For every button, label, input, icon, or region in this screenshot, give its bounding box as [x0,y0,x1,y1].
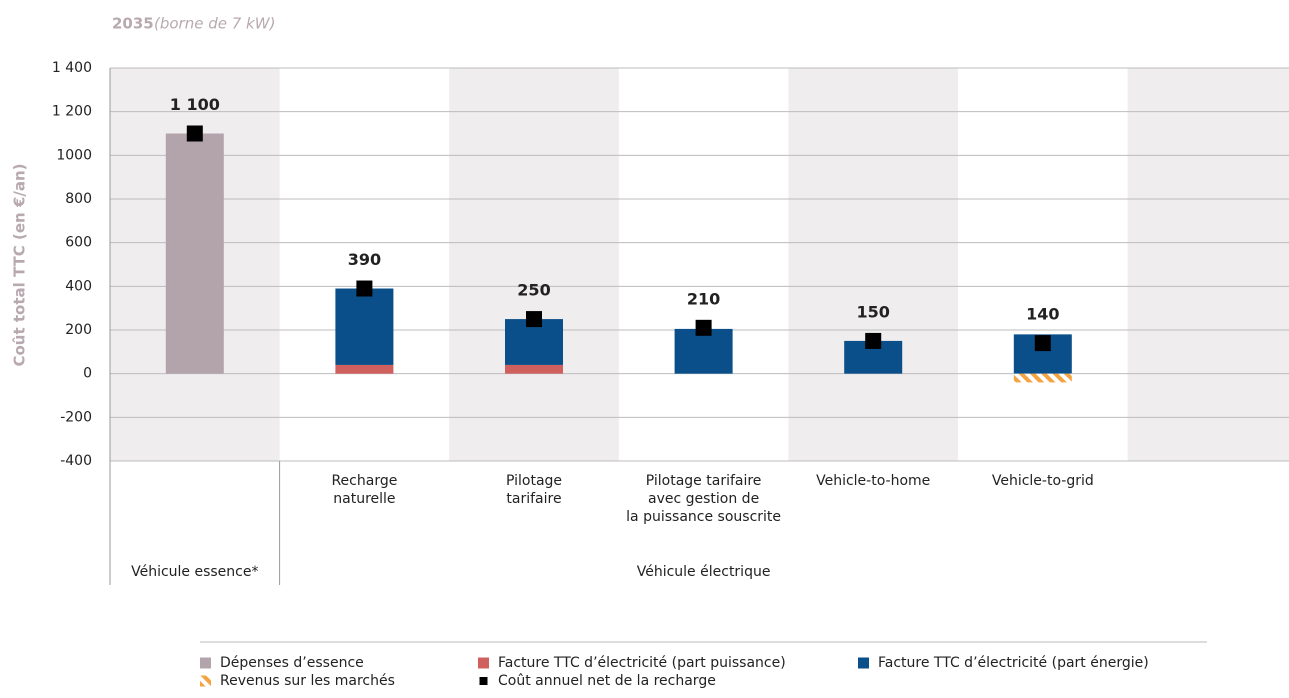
net-cost-marker [695,319,712,336]
chart-title: 2035 [112,15,154,33]
y-tick-label: 1 200 [52,104,92,120]
data-label: 1 100 [170,95,220,114]
y-tick-label: 0 [83,366,92,382]
x-tick-label: Vehicle-to-home [816,473,931,489]
y-tick-label: -400 [60,453,92,469]
bar-segment [335,364,394,374]
legend-label: Revenus sur les marchés [220,673,395,689]
data-label: 210 [687,289,720,308]
band-shade [1127,68,1289,461]
y-tick-label: 1 400 [52,60,92,76]
net-cost-marker [186,125,203,142]
legend-swatch [200,675,211,687]
net-cost-marker [865,332,882,349]
net-cost-marker [356,280,373,297]
y-tick-label: 400 [65,278,92,294]
data-label: 140 [1026,305,1059,324]
y-tick-label: 600 [65,235,92,251]
bar-segment [335,288,394,365]
group-label: Véhicule essence* [131,564,259,580]
net-cost-marker [526,311,542,328]
data-label: 150 [856,302,889,321]
x-tick-label: Recharge naturelle [331,473,398,507]
data-label: 250 [517,281,550,300]
bar-segment [505,364,563,374]
band-shade [788,68,958,461]
legend-swatch [200,657,211,669]
y-tick-label: -200 [60,409,92,425]
y-tick-label: 1000 [56,147,92,163]
band-shade [449,68,619,461]
net-cost-marker [1034,335,1051,352]
y-axis-title: Coût total TTC (en €/an) [11,163,29,366]
legend-label: Dépenses d’essence [220,655,364,671]
bar-segment [674,328,733,374]
bar-segment [1013,373,1072,383]
x-tick-label: Pilotage tarifaire [505,473,563,507]
data-label: 390 [348,250,381,269]
y-tick-label: 800 [65,191,92,207]
legend-swatch [479,677,488,685]
bar-segment [165,133,224,374]
legend-swatch [858,657,869,669]
legend-label: Coût annuel net de la recharge [498,673,716,689]
chart-subtitle: (borne de 7 kW) [154,15,275,33]
group-label: Véhicule électrique [636,564,771,580]
y-tick-label: 200 [65,322,92,338]
legend-label: Facture TTC d’électricité (part énergie) [878,655,1149,671]
legend-swatch [478,657,489,669]
legend-label: Facture TTC d’électricité (part puissanc… [498,655,786,671]
x-tick-label: Pilotage tarifaire avec gestion de la pu… [626,473,782,525]
x-tick-label: Vehicle-to-grid [991,473,1094,489]
